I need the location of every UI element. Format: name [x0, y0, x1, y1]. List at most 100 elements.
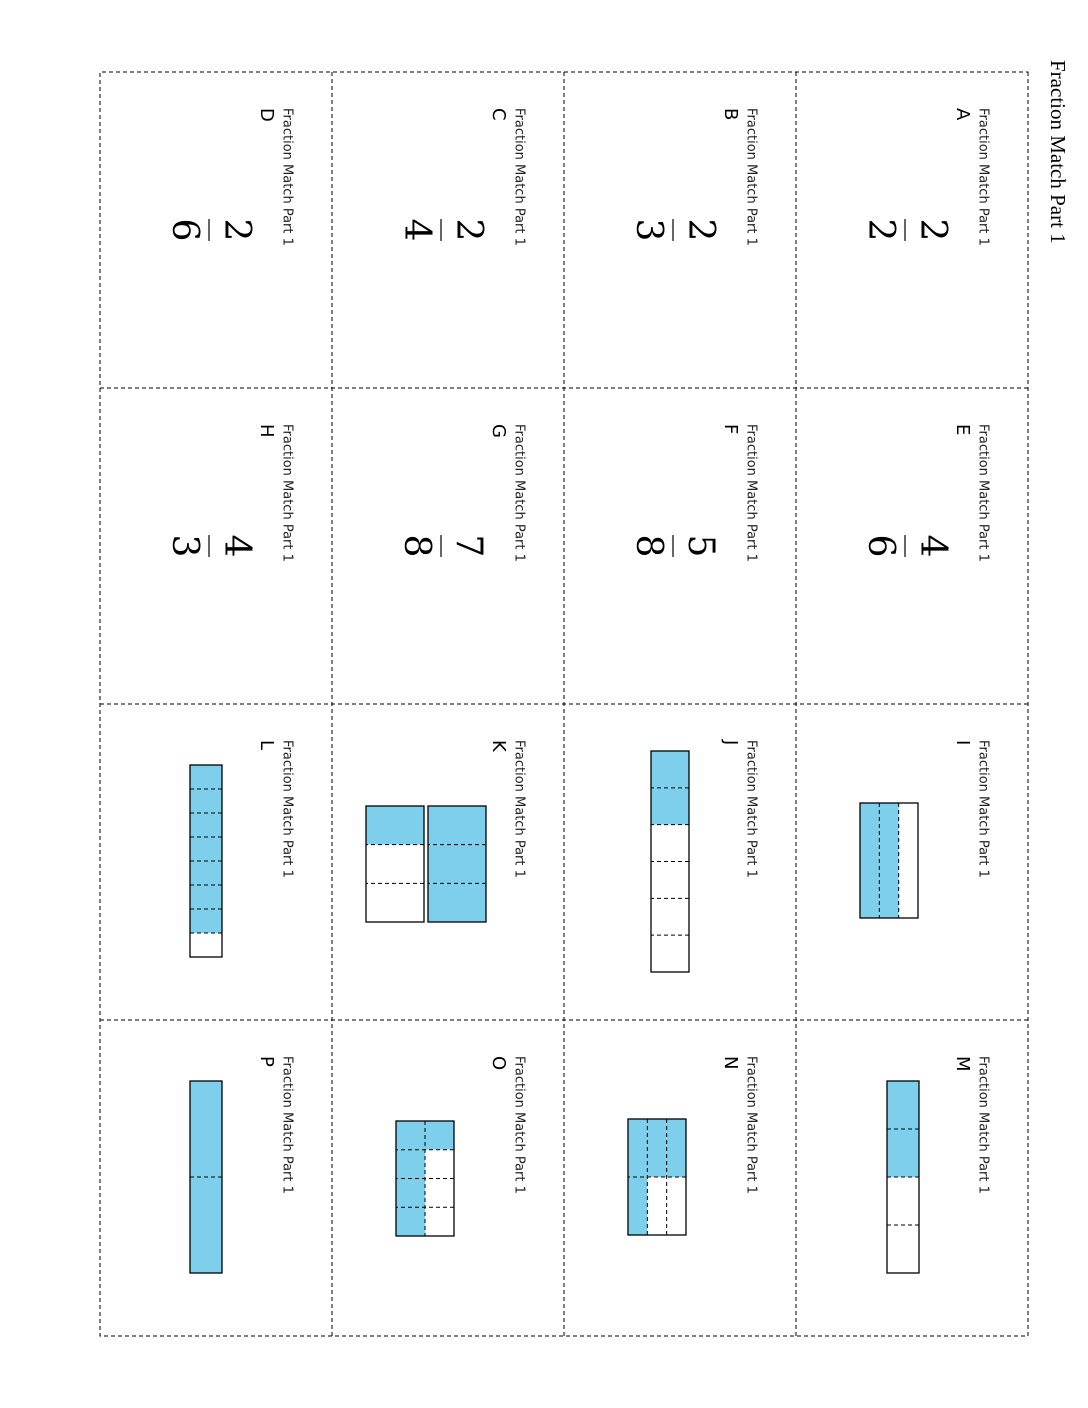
- model-part: [190, 933, 222, 957]
- model-part: [651, 824, 689, 862]
- model-part: [190, 765, 222, 789]
- model-part: [628, 1177, 648, 1235]
- model-part: [428, 844, 486, 884]
- card-label: Fraction Match Part 1: [512, 1056, 527, 1194]
- numerator: 2: [448, 219, 489, 242]
- model-part: [190, 1081, 222, 1177]
- card-letter: L: [256, 740, 277, 750]
- card-letter: E: [952, 424, 973, 435]
- model-part: [859, 803, 880, 918]
- model-part: [887, 1129, 919, 1177]
- model-outline: [650, 750, 690, 973]
- card-label: Fraction Match Part 1: [280, 108, 295, 246]
- card-letter: H: [256, 424, 277, 438]
- card-label: Fraction Match Part 1: [512, 424, 527, 562]
- model-part: [898, 803, 918, 918]
- model-part: [396, 1149, 425, 1179]
- denominator: 2: [860, 219, 901, 242]
- card-label: Fraction Match Part 1: [976, 108, 991, 246]
- card-label: Fraction Match Part 1: [976, 740, 991, 878]
- model-part: [651, 751, 689, 788]
- card-letter: I: [952, 740, 973, 745]
- card-letter: M: [952, 1056, 973, 1072]
- model-outline: [189, 1080, 223, 1274]
- model-part: [425, 1178, 454, 1208]
- numerator: 7: [448, 535, 489, 558]
- model-part: [366, 883, 424, 922]
- model-part: [190, 861, 222, 885]
- card-label: Fraction Match Part 1: [280, 424, 295, 562]
- model-part: [651, 898, 689, 936]
- model-part: [396, 1178, 425, 1208]
- model-part: [190, 909, 222, 933]
- model-outline: [427, 805, 487, 923]
- card-label: Fraction Match Part 1: [280, 740, 295, 878]
- card-letter: F: [720, 424, 741, 434]
- card-letter: C: [488, 108, 509, 121]
- card-label: Fraction Match Part 1: [512, 108, 527, 246]
- numerator: 5: [680, 535, 721, 558]
- model-part: [879, 803, 899, 918]
- model-outline: [365, 805, 425, 923]
- model-part: [628, 1119, 648, 1177]
- denominator: 3: [628, 219, 669, 242]
- model-part: [190, 837, 222, 861]
- denominator: 8: [628, 535, 669, 558]
- numerator: 4: [216, 535, 257, 558]
- model-part: [647, 1119, 667, 1177]
- card-label: Fraction Match Part 1: [744, 1056, 759, 1194]
- denominator: 6: [860, 535, 901, 558]
- card-label: Fraction Match Part 1: [744, 424, 759, 562]
- model-part: [366, 844, 424, 884]
- card-letter: D: [256, 108, 277, 122]
- model-part: [366, 806, 424, 845]
- model-part: [190, 1177, 222, 1273]
- model-part: [666, 1119, 686, 1177]
- card-letter: B: [720, 108, 741, 120]
- model-outline: [189, 764, 223, 958]
- card-letter: K: [488, 740, 509, 753]
- numerator: 2: [680, 219, 721, 242]
- denominator: 8: [396, 535, 437, 558]
- card-label: Fraction Match Part 1: [280, 1056, 295, 1194]
- model-outline: [627, 1118, 687, 1236]
- page-title: Fraction Match Part 1: [1046, 60, 1070, 244]
- card-letter: G: [488, 424, 509, 438]
- model-part: [190, 813, 222, 837]
- card-label: Fraction Match Part 1: [744, 740, 759, 878]
- card-letter: P: [256, 1056, 277, 1067]
- model-part: [396, 1207, 425, 1236]
- model-outline: [886, 1080, 920, 1274]
- numerator: 4: [912, 535, 953, 558]
- card-letter: A: [952, 108, 973, 121]
- numerator: 2: [216, 219, 257, 242]
- denominator: 4: [396, 219, 437, 242]
- card-label: Fraction Match Part 1: [512, 740, 527, 878]
- card-label: Fraction Match Part 1: [744, 108, 759, 246]
- model-part: [425, 1207, 454, 1236]
- model-part: [651, 935, 689, 973]
- model-part: [647, 1177, 667, 1235]
- card-label: Fraction Match Part 1: [976, 1056, 991, 1194]
- model-part: [887, 1225, 919, 1273]
- model-part: [887, 1177, 919, 1225]
- denominator: 6: [164, 219, 205, 242]
- denominator: 3: [164, 535, 205, 558]
- model-part: [190, 789, 222, 813]
- model-part: [651, 861, 689, 899]
- model-part: [190, 885, 222, 909]
- model-part: [651, 787, 689, 825]
- model-outline: [395, 1120, 455, 1237]
- card-label: Fraction Match Part 1: [976, 424, 991, 562]
- numerator: 2: [912, 219, 953, 242]
- model-part: [428, 883, 486, 922]
- card-letter: N: [720, 1056, 741, 1069]
- model-part: [887, 1081, 919, 1129]
- model-part: [428, 806, 486, 845]
- card-letter: O: [488, 1056, 509, 1070]
- model-part: [425, 1121, 454, 1150]
